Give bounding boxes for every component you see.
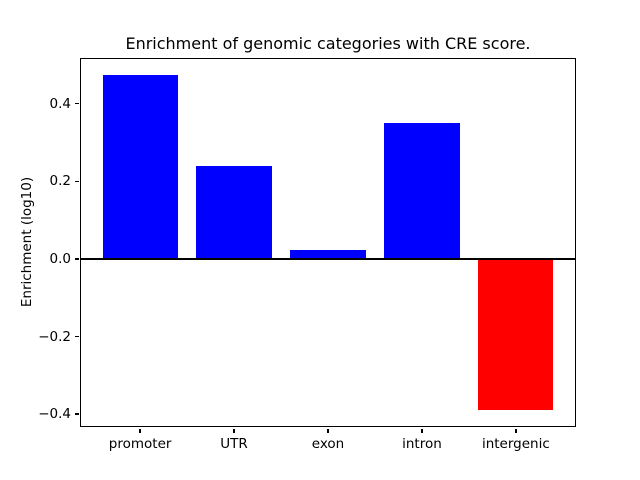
bar-intron xyxy=(384,123,460,259)
y-tick-label: −0.4 xyxy=(38,406,71,423)
y-tick-mark xyxy=(74,413,79,415)
x-tick-label-UTR: UTR xyxy=(220,436,248,452)
x-tick-label-intergenic: intergenic xyxy=(481,436,550,452)
y-tick-label: −0.2 xyxy=(38,328,71,345)
x-tick-label-exon: exon xyxy=(311,436,345,452)
y-tick-label: 0.0 xyxy=(49,250,71,267)
y-tick-mark xyxy=(74,103,79,105)
bar-promoter xyxy=(102,74,178,259)
zero-line xyxy=(80,258,576,260)
x-tick-mark xyxy=(421,428,423,433)
y-tick-label: 0.2 xyxy=(49,173,71,190)
y-tick-label: 0.4 xyxy=(49,95,71,112)
x-tick-label-intron: intron xyxy=(402,436,442,452)
x-tick-mark xyxy=(233,428,235,433)
x-tick-mark xyxy=(515,428,517,433)
y-tick-mark xyxy=(74,180,79,183)
x-tick-mark xyxy=(327,428,329,433)
y-tick-mark xyxy=(74,335,79,338)
bar-intergenic xyxy=(478,258,554,411)
chart-title: Enrichment of genomic categories with CR… xyxy=(125,34,531,53)
y-tick-mark xyxy=(74,258,79,260)
bar-UTR xyxy=(196,165,272,259)
x-tick-mark xyxy=(139,428,141,433)
bar-exon xyxy=(290,250,366,259)
x-tick-label-promoter: promoter xyxy=(108,436,172,452)
